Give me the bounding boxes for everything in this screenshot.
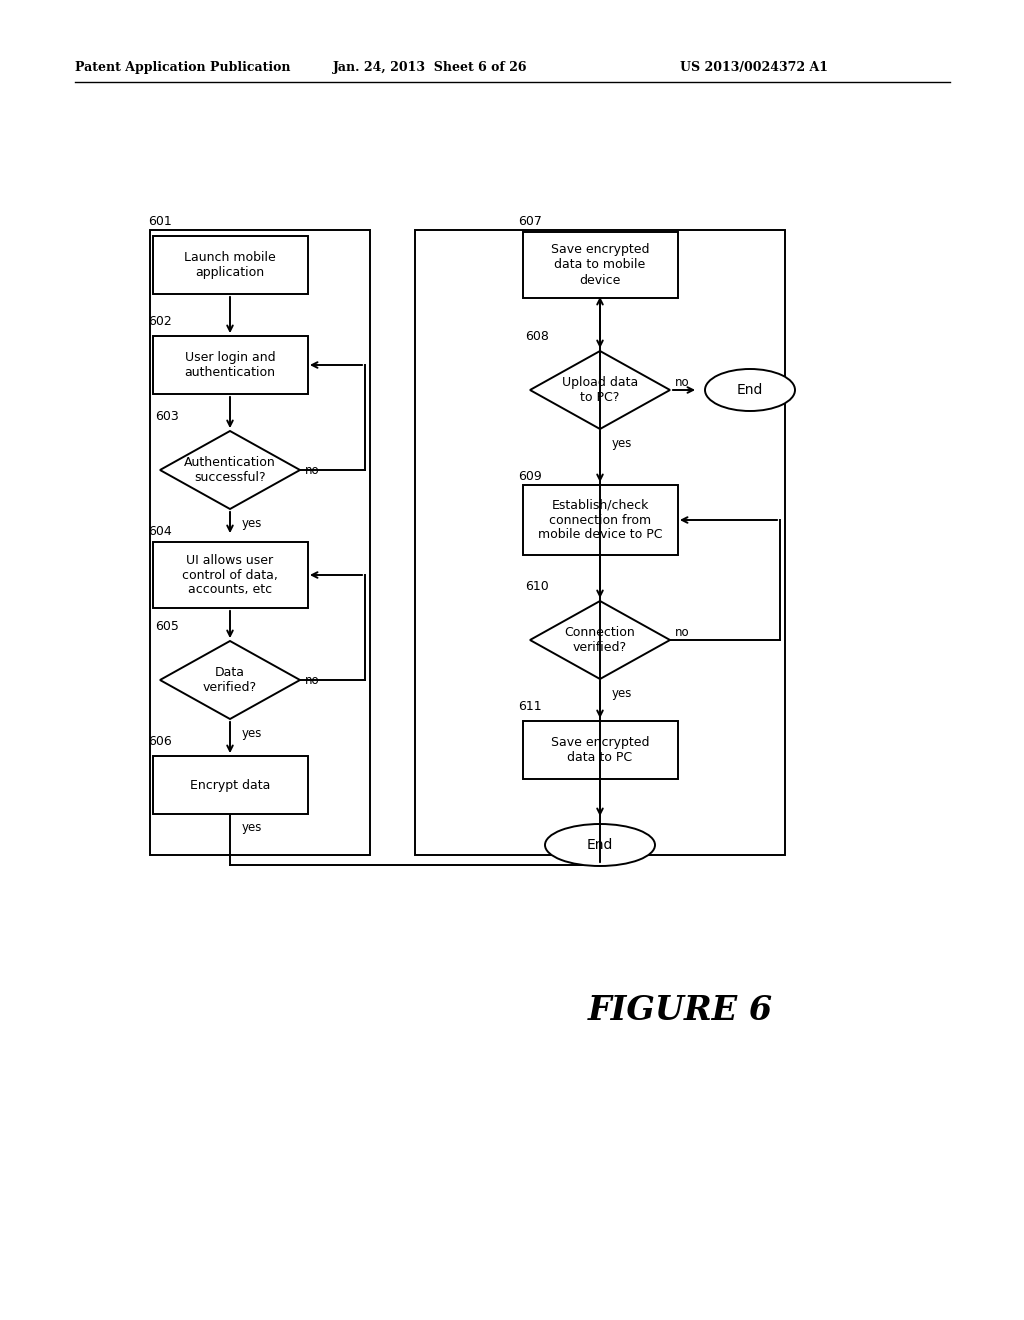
Text: yes: yes	[612, 686, 633, 700]
Bar	[522, 484, 678, 554]
Text: 608: 608	[525, 330, 549, 343]
Text: Save encrypted
data to mobile
device: Save encrypted data to mobile device	[551, 243, 649, 286]
Text: 604: 604	[148, 525, 172, 539]
Text: FIGURE 6: FIGURE 6	[588, 994, 772, 1027]
Text: yes: yes	[242, 821, 262, 834]
Text: yes: yes	[242, 726, 262, 739]
Bar	[153, 756, 307, 814]
Text: 609: 609	[518, 470, 542, 483]
Text: no: no	[675, 375, 689, 388]
Text: Establish/check
connection from
mobile device to PC: Establish/check connection from mobile d…	[538, 499, 663, 541]
Text: User login and
authentication: User login and authentication	[184, 351, 275, 379]
Bar	[415, 230, 785, 855]
Text: Connection
verified?: Connection verified?	[564, 626, 635, 653]
Text: Jan. 24, 2013  Sheet 6 of 26: Jan. 24, 2013 Sheet 6 of 26	[333, 62, 527, 74]
Text: 602: 602	[148, 315, 172, 327]
Polygon shape	[160, 432, 300, 510]
Text: Patent Application Publication: Patent Application Publication	[75, 62, 291, 74]
Text: 603: 603	[155, 411, 179, 422]
Text: 605: 605	[155, 620, 179, 634]
Text: no: no	[305, 673, 319, 686]
Text: UI allows user
control of data,
accounts, etc: UI allows user control of data, accounts…	[182, 553, 278, 597]
Ellipse shape	[705, 370, 795, 411]
Text: no: no	[305, 463, 319, 477]
Bar	[522, 232, 678, 298]
Bar	[153, 236, 307, 294]
Text: 611: 611	[518, 700, 542, 713]
Text: yes: yes	[612, 437, 633, 450]
Text: yes: yes	[242, 516, 262, 529]
Text: Authentication
successful?: Authentication successful?	[184, 455, 275, 484]
Text: 610: 610	[525, 579, 549, 593]
Text: US 2013/0024372 A1: US 2013/0024372 A1	[680, 62, 828, 74]
Polygon shape	[530, 351, 670, 429]
Text: End: End	[737, 383, 763, 397]
Polygon shape	[160, 642, 300, 719]
Text: no: no	[675, 626, 689, 639]
Text: Encrypt data: Encrypt data	[189, 779, 270, 792]
Text: 607: 607	[518, 215, 542, 228]
Bar	[522, 721, 678, 779]
Text: 601: 601	[148, 215, 172, 228]
Text: Data
verified?: Data verified?	[203, 667, 257, 694]
Bar	[150, 230, 370, 855]
Text: Save encrypted
data to PC: Save encrypted data to PC	[551, 737, 649, 764]
Text: Upload data
to PC?: Upload data to PC?	[562, 376, 638, 404]
Text: 606: 606	[148, 735, 172, 748]
Polygon shape	[530, 601, 670, 678]
Bar	[153, 337, 307, 393]
Ellipse shape	[545, 824, 655, 866]
Text: End: End	[587, 838, 613, 851]
Text: Launch mobile
application: Launch mobile application	[184, 251, 275, 279]
Bar	[153, 543, 307, 609]
